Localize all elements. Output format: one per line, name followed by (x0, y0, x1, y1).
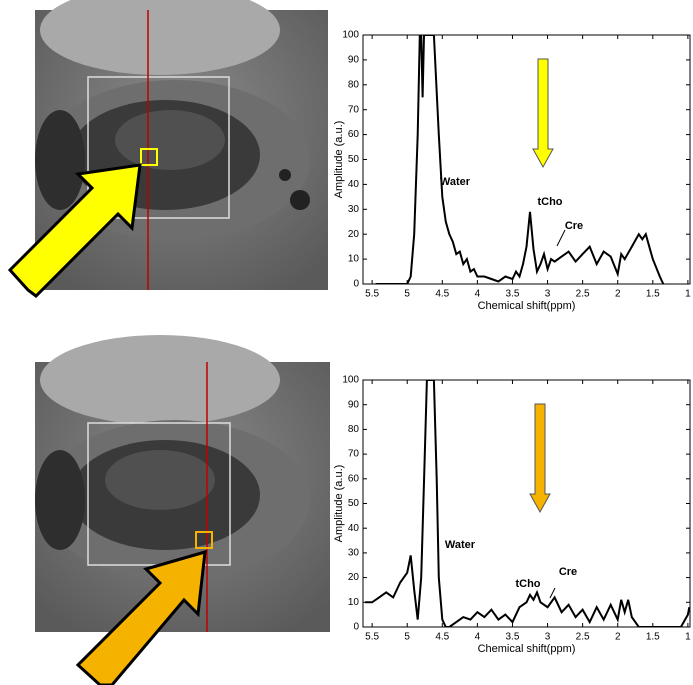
annotation-arrow (556, 229, 566, 247)
annotation: tCho (515, 578, 540, 590)
x-tick-label: 1 (685, 289, 691, 300)
y-tick-label: 30 (348, 204, 360, 215)
x-tick-label: 2.5 (576, 632, 590, 643)
y-tick-label: 100 (342, 30, 359, 41)
y-tick-label: 20 (348, 572, 360, 583)
y-tick-label: 80 (348, 79, 360, 90)
x-tick-label: 5 (404, 632, 410, 643)
y-tick-label: 50 (348, 498, 360, 509)
x-tick-label: 4 (475, 289, 481, 300)
y-tick-label: 90 (348, 55, 360, 66)
x-axis-title: Chemical shift(ppm) (478, 643, 576, 655)
y-tick-label: 0 (353, 622, 359, 633)
spectrum-line (375, 35, 665, 284)
y-tick-label: 40 (348, 523, 360, 534)
y-axis-title: Amplitude (a.u.) (333, 121, 345, 199)
x-tick-label: 2 (615, 289, 621, 300)
plot-frame (362, 379, 691, 628)
y-tick-label: 40 (348, 179, 360, 190)
x-tick-label: 2 (615, 632, 621, 643)
y-tick-label: 80 (348, 424, 360, 435)
spectrum-line (365, 380, 690, 627)
x-tick-label: 4 (475, 632, 481, 643)
x-tick-label: 3.5 (506, 632, 520, 643)
y-tick-label: 50 (348, 154, 360, 165)
x-tick-label: 5.5 (365, 632, 379, 643)
x-tick-label: 1 (685, 632, 691, 643)
x-tick-label: 3 (545, 289, 551, 300)
x-tick-label: 5 (404, 289, 410, 300)
y-tick-label: 60 (348, 129, 360, 140)
y-tick-label: 10 (348, 254, 360, 265)
x-tick-label: 2.5 (576, 289, 590, 300)
y-tick-label: 70 (348, 449, 360, 460)
indicator-arrow (529, 403, 551, 514)
mri-image (35, 335, 330, 685)
x-tick-label: 3.5 (506, 289, 520, 300)
y-tick-label: 20 (348, 229, 360, 240)
x-tick-label: 5.5 (365, 289, 379, 300)
y-tick-label: 30 (348, 548, 360, 559)
mri-image (7, 0, 328, 298)
x-axis-title: Chemical shift(ppm) (478, 300, 576, 312)
annotation: Water (445, 539, 476, 551)
annotation-arrow (549, 587, 556, 599)
annotation: Water (440, 176, 471, 188)
y-tick-label: 0 (353, 279, 359, 290)
x-tick-label: 1.5 (646, 632, 660, 643)
y-tick-label: 90 (348, 399, 360, 410)
annotation: Cre (559, 566, 577, 578)
x-tick-label: 4.5 (435, 632, 449, 643)
y-tick-label: 60 (348, 473, 360, 484)
y-axis-title: Amplitude (a.u.) (333, 465, 345, 543)
y-tick-label: 10 (348, 597, 360, 608)
y-tick-label: 100 (342, 375, 359, 386)
indicator-arrow (532, 58, 554, 169)
y-tick-label: 70 (348, 104, 360, 115)
x-tick-label: 4.5 (435, 289, 449, 300)
annotation: Cre (565, 220, 583, 232)
x-tick-label: 1.5 (646, 289, 660, 300)
annotation: tCho (537, 196, 562, 208)
x-tick-label: 3 (545, 632, 551, 643)
